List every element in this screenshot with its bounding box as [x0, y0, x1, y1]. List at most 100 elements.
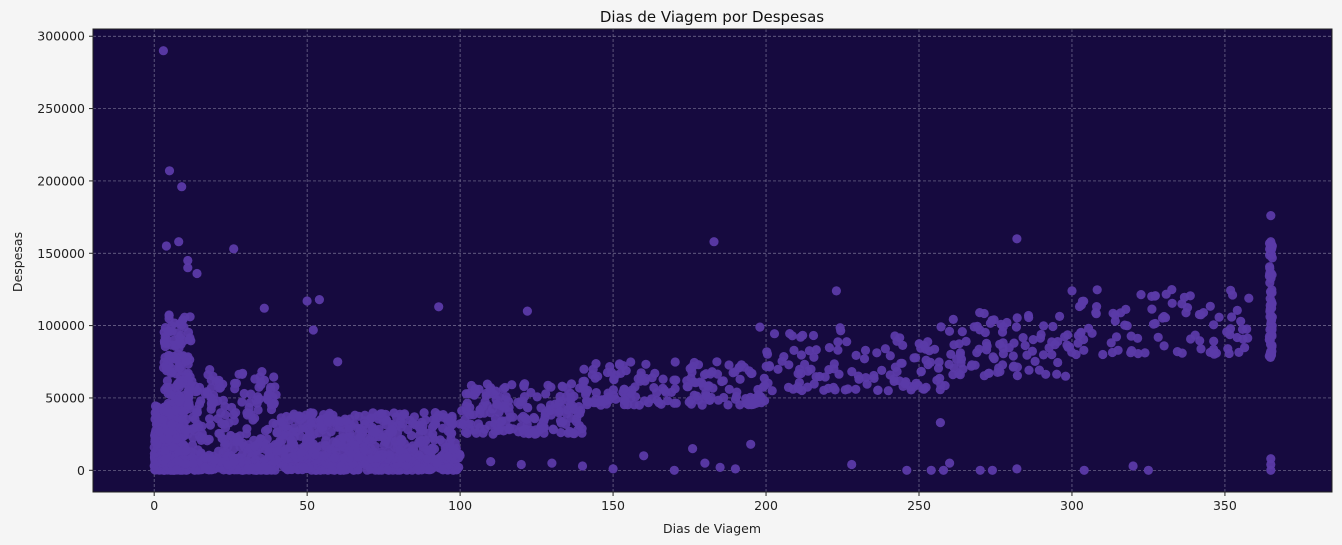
data-point: [804, 346, 815, 356]
data-point: [425, 464, 435, 474]
data-point: [1267, 270, 1277, 280]
data-point: [682, 382, 692, 392]
data-point: [473, 419, 483, 429]
data-point: [264, 464, 274, 474]
data-point: [516, 459, 526, 470]
data-point: [289, 439, 299, 449]
data-point: [755, 322, 765, 332]
data-point: [209, 398, 219, 408]
data-point: [979, 371, 989, 381]
data-point: [308, 325, 318, 335]
data-point: [210, 455, 220, 465]
data-point: [246, 389, 256, 399]
data-point: [955, 370, 965, 380]
data-point: [1009, 338, 1019, 348]
data-point: [250, 441, 260, 451]
data-point: [944, 326, 955, 336]
data-point: [1052, 369, 1062, 379]
data-point: [833, 345, 843, 355]
y-tick-label: 200000: [37, 173, 85, 188]
data-point: [688, 444, 698, 454]
data-point: [330, 453, 340, 463]
data-point: [499, 401, 509, 411]
data-point: [554, 408, 564, 418]
data-point: [654, 398, 664, 408]
x-tick-label: 150: [601, 498, 625, 513]
data-point: [190, 381, 200, 391]
data-point: [906, 385, 916, 395]
data-point: [895, 333, 905, 343]
data-point: [853, 371, 864, 381]
x-tick-label: 0: [150, 498, 158, 513]
data-point: [244, 402, 254, 413]
data-point: [1038, 350, 1049, 360]
data-point: [1143, 465, 1153, 475]
data-point: [360, 419, 370, 429]
data-point: [767, 386, 777, 396]
data-point: [921, 355, 931, 365]
data-point: [948, 370, 958, 380]
data-point: [1011, 322, 1022, 332]
data-point: [1267, 321, 1277, 331]
data-point: [754, 390, 764, 400]
data-point: [289, 409, 299, 419]
data-point: [1159, 341, 1169, 351]
data-point: [526, 387, 536, 398]
data-point: [989, 354, 999, 364]
data-point: [763, 378, 773, 388]
data-point: [697, 400, 707, 410]
data-point: [1267, 330, 1277, 340]
data-point: [635, 376, 645, 386]
y-tick-label: 150000: [37, 246, 85, 261]
data-point: [535, 424, 545, 435]
data-point: [200, 389, 210, 399]
data-point: [1091, 308, 1101, 318]
data-point: [215, 382, 226, 393]
data-point: [401, 460, 411, 471]
data-point: [223, 460, 233, 470]
data-point: [658, 374, 668, 384]
data-point: [206, 383, 216, 393]
data-point: [1079, 334, 1089, 345]
data-point: [1106, 338, 1116, 348]
data-point: [1048, 321, 1058, 332]
data-point: [746, 439, 756, 449]
data-point: [314, 295, 324, 305]
data-point: [323, 417, 333, 427]
data-point: [419, 408, 429, 418]
data-point: [161, 382, 171, 393]
data-point: [558, 382, 568, 392]
data-point: [789, 345, 799, 355]
data-point: [1266, 454, 1276, 464]
data-point: [1039, 321, 1049, 331]
data-point: [735, 374, 745, 384]
data-point: [257, 367, 267, 377]
data-point: [851, 384, 861, 394]
data-point: [938, 465, 949, 475]
data-point: [1266, 350, 1277, 360]
x-axis: 0 50 100 150 200 250 300 350: [150, 492, 1237, 513]
data-point: [199, 433, 209, 443]
data-point: [466, 380, 476, 391]
data-point: [220, 440, 230, 450]
data-point: [1012, 371, 1023, 381]
data-point: [214, 375, 224, 385]
data-point: [880, 344, 891, 354]
data-point: [614, 359, 625, 369]
data-point: [361, 433, 371, 443]
data-point: [583, 385, 593, 395]
data-point: [898, 340, 908, 350]
data-point: [171, 354, 181, 364]
data-point: [777, 356, 787, 366]
data-point: [418, 426, 428, 436]
data-point: [1121, 304, 1131, 314]
data-point: [296, 424, 306, 434]
data-point: [396, 438, 406, 448]
data-point: [794, 377, 805, 388]
data-point: [1267, 340, 1277, 350]
data-point: [165, 407, 175, 417]
data-point: [256, 377, 266, 387]
data-point: [647, 373, 657, 383]
x-tick-label: 250: [907, 498, 931, 513]
data-point: [1209, 349, 1219, 359]
